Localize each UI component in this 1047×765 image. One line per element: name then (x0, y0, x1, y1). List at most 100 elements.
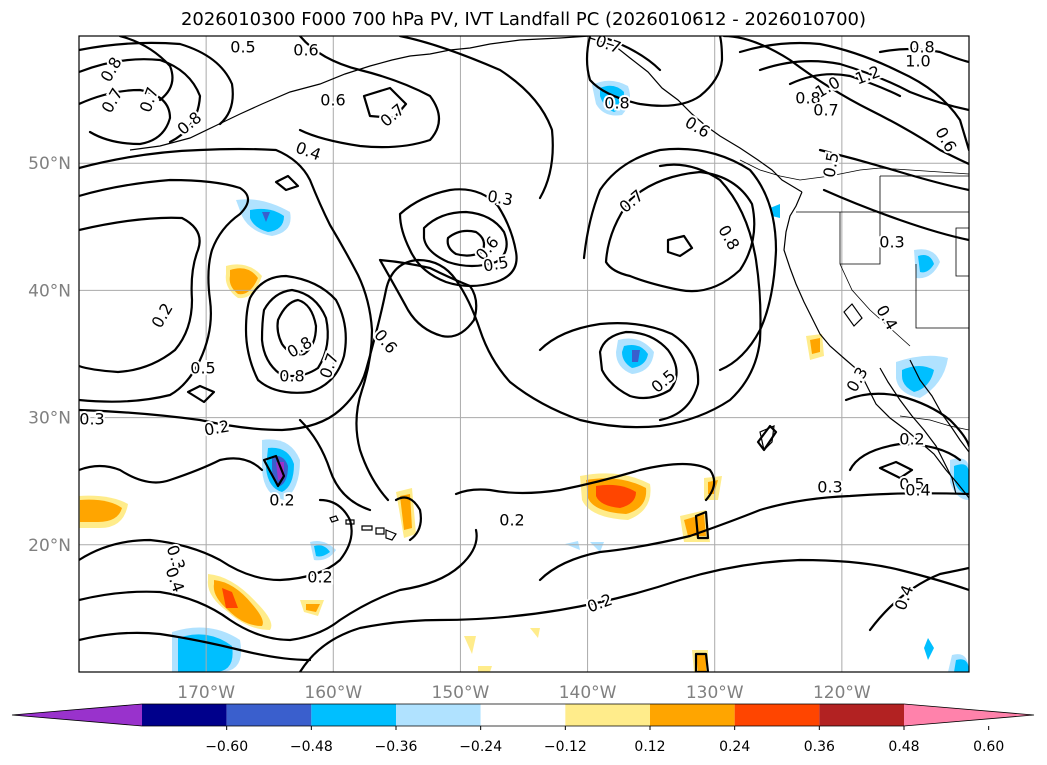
contour-line (582, 147, 778, 372)
contour-label: 0.6 (320, 91, 345, 110)
state-borders (839, 175, 969, 347)
contour-line (454, 462, 716, 502)
contour-line (378, 258, 478, 338)
colorbar-tick-label: 0.12 (634, 739, 665, 755)
contour-label: 0.3 (817, 478, 842, 497)
contour-label: 0.2 (307, 568, 332, 587)
lat-tick-label: 20°N (28, 536, 71, 556)
us-mexico-border (899, 415, 969, 431)
contour-line (756, 424, 778, 452)
contour-label: 0.3 (79, 410, 104, 429)
colorbar-tick-label: 0.48 (888, 739, 919, 755)
coastline-layer (129, 36, 969, 541)
alaska-coastline (129, 36, 591, 151)
lat-tick-label: 40°N (28, 281, 71, 301)
contour-line (244, 274, 347, 394)
contour-line (276, 298, 318, 356)
contour-line (362, 86, 408, 120)
contour-line (298, 418, 372, 512)
contour-line (538, 322, 700, 422)
contour-line (538, 492, 969, 582)
hawaii-islands (329, 515, 397, 541)
contour-line (398, 188, 518, 288)
contour-label: 0.8 (909, 38, 934, 57)
contour-label: 0.5 (190, 359, 215, 378)
colorbar-tick-label: 0.24 (719, 739, 750, 755)
contour-label: 0.5 (230, 38, 255, 57)
contour-layer (79, 36, 969, 672)
alaska-panhandle-coastline (589, 37, 803, 193)
lon-tick-label: 160°W (304, 683, 362, 703)
contour-line (604, 170, 756, 293)
colorbar-tick-label: 0.36 (804, 739, 835, 755)
contour-label: 0.7 (813, 101, 838, 120)
contour-line (878, 47, 969, 64)
map-frame (78, 35, 970, 673)
colorbar-tick-label: −0.12 (544, 739, 587, 755)
colorbar (11, 703, 1035, 730)
contour-line (118, 36, 174, 102)
colorbar-outline (11, 703, 1035, 727)
contour-line (298, 36, 441, 149)
contour-line (585, 36, 724, 107)
colorbar-tick-label: −0.36 (375, 739, 418, 755)
contour-line (79, 498, 353, 582)
colorbar-lower-extension (12, 704, 142, 726)
contour-label: 0.6 (293, 41, 318, 60)
contour-line (274, 174, 300, 192)
contour-label: 1.0 (905, 52, 930, 71)
contour-line (822, 188, 969, 242)
contour-label: 0.8 (795, 89, 820, 108)
contour-line (79, 88, 172, 146)
contour-line (262, 454, 286, 488)
contour-line (298, 558, 969, 672)
contour-line (394, 496, 422, 542)
longitude-labels: 170°W 160°W 150°W 140°W 130°W 120°W (177, 683, 871, 703)
colorbar-segment (819, 704, 904, 726)
contour-label: 0.2 (899, 430, 924, 449)
colorbar-segment (565, 704, 650, 726)
colorbar-tick-label: −0.48 (290, 739, 333, 755)
contour-label: 0.8 (604, 94, 629, 113)
contour-line (79, 631, 312, 662)
lon-tick-label: 120°W (813, 683, 871, 703)
colorbar-tick-label: −0.24 (459, 739, 502, 755)
bc-coast (739, 159, 969, 181)
contour-line (788, 73, 902, 98)
contour-line (446, 229, 486, 257)
latitude-labels: 20°N 30°N 40°N 50°N (28, 154, 71, 556)
contour-line (79, 147, 390, 502)
north-america-west-coastline (783, 191, 969, 499)
colorbar-segment (734, 704, 820, 726)
contour-line (79, 178, 250, 403)
contour-line (79, 41, 234, 126)
contour-line (422, 210, 508, 268)
contour-line (738, 41, 969, 152)
contour-line (848, 442, 962, 472)
colorbar-tick-labels: −0.60 −0.48 −0.36 −0.24 −0.12 0.12 0.24 0.36 0.4… (205, 739, 1004, 755)
contour-line (844, 392, 969, 448)
positive-shading (79, 264, 824, 672)
gridlines (79, 36, 969, 672)
colorbar-segment (226, 704, 312, 726)
contour-label: 0.2 (499, 511, 524, 530)
contour-line (758, 60, 969, 112)
contour-line (722, 36, 969, 166)
contour-line (694, 510, 710, 540)
plot-title: 2026010300 F000 700 hPa PV, IVT Landfall… (180, 9, 867, 30)
contour-label: 0.2 (269, 491, 294, 510)
contour-line (666, 234, 694, 258)
contour-line (694, 652, 710, 672)
contour-label: 0.3 (879, 233, 904, 252)
contour-line (598, 330, 678, 400)
colorbar-upper-extension (904, 704, 1034, 726)
baja-coastline (879, 367, 957, 495)
contour-line (878, 460, 914, 480)
contour-line (398, 36, 554, 200)
contour-line (79, 58, 202, 144)
colorbar-segment (650, 704, 735, 726)
contour-line (818, 148, 969, 192)
lon-tick-label: 150°W (432, 683, 490, 703)
lon-tick-label: 140°W (559, 683, 617, 703)
